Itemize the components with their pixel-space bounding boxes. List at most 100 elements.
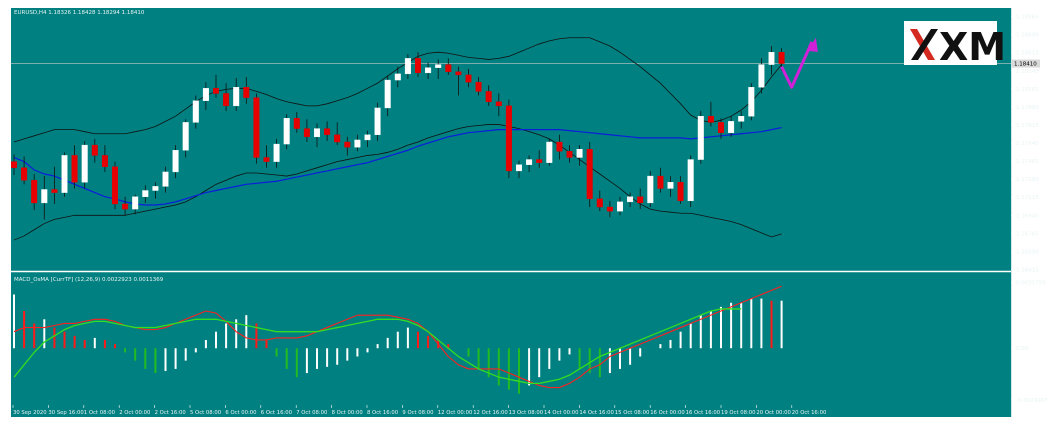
price-tick-label: 1.17290: [1016, 177, 1039, 183]
candle-body: [101, 155, 108, 167]
time-tick-label: 16 Oct 00:00: [650, 410, 685, 416]
indicator-panel[interactable]: [11, 272, 1011, 405]
time-tick-label: 13 Oct 08:00: [509, 410, 544, 416]
candle-body: [697, 115, 704, 160]
candle-body: [516, 164, 523, 172]
time-tick-label: 5 Oct 08:00: [190, 410, 222, 416]
candle-body: [526, 159, 533, 165]
time-tick-label: 19 Oct 08:00: [721, 410, 756, 416]
candle-body: [707, 115, 714, 123]
candle-body: [687, 159, 694, 202]
moving-average-line: [13, 126, 782, 206]
price-tick-label: 1.18165: [1016, 87, 1039, 93]
candle-body: [748, 87, 755, 117]
candle-body: [445, 64, 452, 73]
projection-arrow: [780, 37, 818, 89]
candle-body: [51, 189, 58, 193]
candle-body: [61, 155, 68, 193]
candle-body: [334, 134, 341, 143]
candle-body: [10, 161, 17, 169]
candle-body: [354, 139, 361, 148]
candle-body: [617, 201, 624, 212]
time-tick-label: 2 Oct 00:00: [119, 410, 151, 416]
candle-body: [31, 179, 38, 204]
indicator-tick-label: 0.0031759: [1016, 281, 1046, 287]
time-tick-label: 2 Oct 16:00: [155, 410, 187, 416]
candle-body: [142, 190, 149, 197]
candle-body: [243, 87, 250, 98]
candle-body: [505, 105, 512, 172]
candle-body: [21, 167, 28, 181]
candle-body: [384, 79, 391, 109]
candle-body: [71, 155, 78, 183]
macd-lines: [13, 285, 782, 389]
logo-text: XM: [939, 25, 1006, 69]
candle-body: [132, 196, 139, 210]
candle-body: [374, 107, 381, 135]
time-tick-label: 30 Sep 2020: [13, 410, 47, 416]
candle-body: [768, 51, 775, 65]
price-tick-label: 1.18340: [1016, 69, 1039, 75]
candle-body: [223, 93, 230, 107]
candle-body: [81, 144, 88, 183]
time-tick-label: 8 Oct 00:00: [332, 410, 364, 416]
current-price-label: 1.18410: [1014, 62, 1037, 68]
price-tick-label: 1.16940: [1016, 213, 1039, 219]
candle-body: [667, 182, 674, 189]
candle-body: [455, 71, 462, 76]
candle-body: [283, 118, 290, 145]
price-tick-label: 1.17815: [1016, 123, 1039, 129]
time-tick-label: 6 Oct 00:00: [225, 410, 257, 416]
indicator-tick-label: 0.00: [1016, 346, 1029, 352]
candle-body: [586, 149, 593, 199]
indicator-panel-header: MACD_OsMA [CurrTF] (12,26,9) 0.0022923 0…: [14, 277, 164, 283]
candle-body: [172, 150, 179, 173]
time-tick-label: 14 Oct 00:00: [544, 410, 579, 416]
candle-body: [728, 121, 735, 133]
time-tick-label: 16 Oct 16:00: [686, 410, 721, 416]
time-tick-label: 8 Oct 16:00: [367, 410, 399, 416]
candle-body: [162, 171, 169, 187]
time-tick-label: 12 Oct 00:00: [438, 410, 473, 416]
time-tick-label: 15 Oct 08:00: [615, 410, 650, 416]
candle-body: [122, 203, 129, 210]
candle-body: [273, 143, 280, 162]
candle-body: [111, 166, 118, 205]
price-tick-label: 1.18690: [1016, 33, 1039, 39]
price-tick-label: 1.17465: [1016, 159, 1039, 165]
candle-body: [677, 182, 684, 202]
candle-body: [546, 141, 553, 163]
price-axis-ticks: 1.18865 1.18690 1.18515 1.18340 1.18165 1.179…: [1011, 15, 1039, 273]
time-tick-label: 6 Oct 16:00: [261, 410, 293, 416]
time-axis-ticks: 30 Sep 2020 30 Sep 16:00 1 Oct 08:00 2 Oct …: [12, 405, 827, 416]
time-tick-label: 30 Sep 16:00: [48, 410, 84, 416]
price-tick-label: 1.16415: [1016, 267, 1039, 273]
price-tick-label: 1.17640: [1016, 141, 1039, 147]
candle-body: [233, 87, 240, 107]
candle-body: [344, 141, 351, 148]
indicator-axis-ticks: 0.0031759 0.00 -0.0024987: [1011, 281, 1048, 404]
candle-body: [647, 175, 654, 204]
candle-body: [364, 134, 371, 141]
time-tick-label: 20 Oct 16:00: [792, 410, 827, 416]
projection-arrow-path: [780, 41, 814, 89]
candle-body: [293, 118, 300, 129]
candle-body: [596, 198, 603, 208]
logo-mark-dark: [911, 29, 938, 60]
indicator-tick-label: -0.0024987: [1016, 398, 1048, 404]
candle-body: [606, 206, 613, 212]
candle-body: [314, 128, 321, 138]
time-tick-label: 12 Oct 16:00: [473, 410, 508, 416]
candle-body: [394, 73, 401, 81]
macd-main-line: [13, 308, 742, 385]
candle-body: [637, 196, 644, 204]
candle-body: [475, 81, 482, 92]
candle-body: [263, 157, 270, 162]
candle-body: [202, 88, 209, 101]
candle-body: [303, 128, 310, 138]
price-tick-label: 1.16590: [1016, 249, 1039, 255]
price-tick-label: 1.16765: [1016, 231, 1039, 237]
candle-body: [404, 58, 411, 75]
candlesticks: [10, 46, 785, 220]
